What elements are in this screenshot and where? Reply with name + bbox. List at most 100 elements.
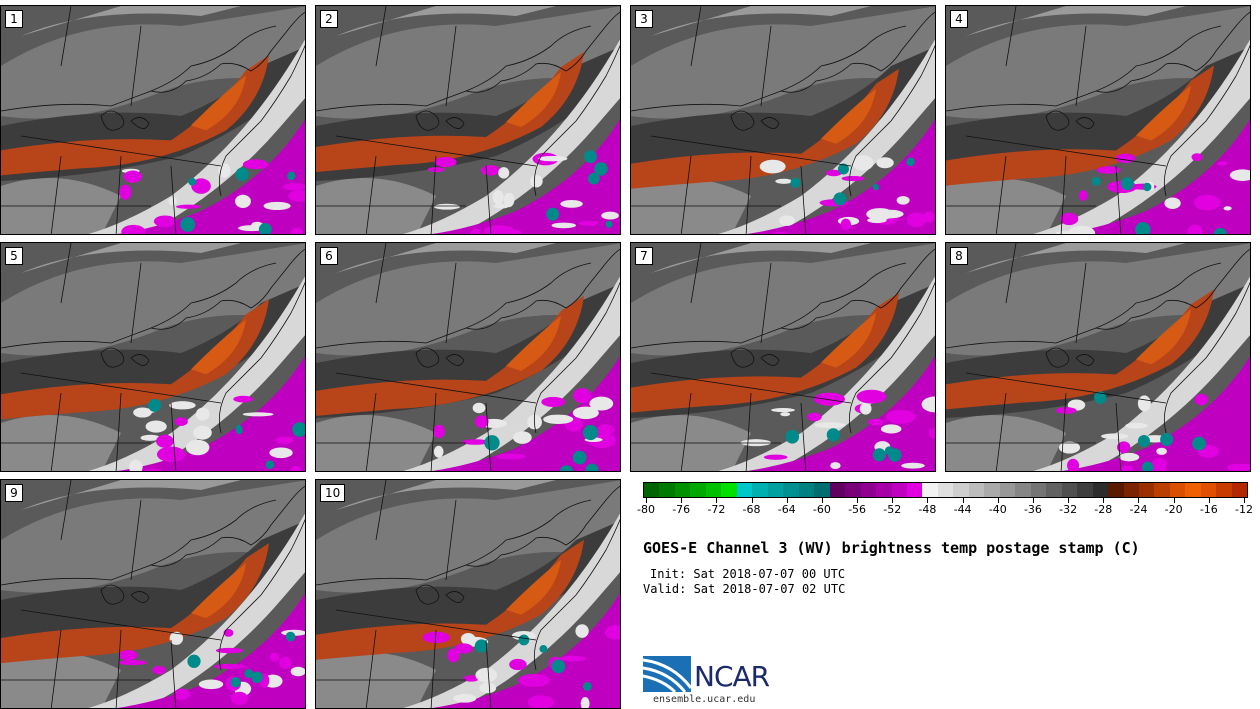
colorbar-cell [1231, 483, 1248, 497]
colorbar-cell [644, 483, 660, 497]
panel-number: 3 [635, 10, 653, 28]
colorbar-cell [705, 483, 722, 497]
colorbar-cell [1185, 483, 1201, 497]
colorbar-tick [786, 498, 788, 503]
water-vapor-map [946, 243, 1250, 471]
water-vapor-map [316, 480, 620, 708]
colorbar-cell [1077, 483, 1093, 497]
panel-number: 8 [950, 247, 968, 265]
colorbar-tick-label: -44 [953, 503, 972, 516]
colorbar-cell [845, 483, 861, 497]
water-vapor-map [631, 6, 935, 234]
colorbar-tick [1103, 498, 1105, 503]
panel-number: 9 [5, 484, 23, 502]
colorbar-tick-label: -52 [883, 503, 902, 516]
water-vapor-map [1, 6, 305, 234]
colorbar-tick-label: -40 [988, 503, 1007, 516]
colorbar-cell [814, 483, 830, 497]
map-panel-8: 8 [945, 242, 1251, 472]
colorbar-tick [857, 498, 859, 503]
colorbar-tick [716, 498, 718, 503]
colorbar-cell [829, 483, 846, 497]
colorbar-tick [1138, 498, 1140, 503]
colorbar-cell [953, 483, 969, 497]
map-panel-10: 10 [315, 479, 621, 709]
colorbar-cell [659, 483, 675, 497]
colorbar-cell [999, 483, 1016, 497]
colorbar-tick [892, 498, 894, 503]
colorbar-tick [681, 498, 683, 503]
colorbar-cell [1200, 483, 1217, 497]
colorbar-cell [1015, 483, 1031, 497]
logo-wordmark: NCAR [694, 660, 770, 693]
colorbar-cell [891, 483, 907, 497]
colorbar-tick-label: -12 [1235, 503, 1253, 516]
colorbar-tick [646, 498, 647, 503]
colorbar-cell [674, 483, 691, 497]
colorbar-cell [690, 483, 706, 497]
map-panel-2: 2 [315, 5, 621, 235]
colorbar-tick [1068, 498, 1070, 503]
colorbar-tick-label: -64 [777, 503, 796, 516]
valid-time: Valid: Sat 2018-07-07 02 UTC [643, 582, 846, 596]
colorbar-cell [1154, 483, 1170, 497]
colorbar-cell [906, 483, 923, 497]
colorbar-tick-label: -48 [918, 503, 937, 516]
colorbar-tick [1208, 498, 1210, 503]
map-panel-9: 9 [0, 479, 306, 709]
colorbar-cell [968, 483, 985, 497]
colorbar-cell [1030, 483, 1047, 497]
colorbar-tick-label: -20 [1164, 503, 1183, 516]
colorbar-cell [721, 483, 737, 497]
map-panel-3: 3 [630, 5, 936, 235]
colorbar-tick-label: -68 [742, 503, 761, 516]
colorbar-cell [767, 483, 784, 497]
map-panel-4: 4 [945, 5, 1251, 235]
ncar-logo-icon [643, 656, 693, 694]
colorbar-tick [1244, 498, 1245, 503]
panel-number: 7 [635, 247, 653, 265]
colorbar-tick-label: -56 [848, 503, 867, 516]
colorbar-tick [751, 498, 753, 503]
colorbar-cell [1061, 483, 1078, 497]
colorbar-cell [860, 483, 877, 497]
colorbar-tick [1173, 498, 1175, 503]
figure-title: GOES-E Channel 3 (WV) brightness temp po… [643, 539, 1140, 557]
colorbar-tick-label: -80 [637, 503, 655, 516]
panel-number: 5 [5, 247, 23, 265]
colorbar-cell [783, 483, 799, 497]
colorbar-cell [1092, 483, 1109, 497]
colorbar-cell [937, 483, 954, 497]
colorbar-tick-label: -60 [812, 503, 831, 516]
colorbar-tick [821, 498, 823, 503]
panel-number: 6 [320, 247, 338, 265]
colorbar-tick-label: -28 [1094, 503, 1113, 516]
water-vapor-map [631, 243, 935, 471]
water-vapor-map [1, 480, 305, 708]
colorbar-cell [1123, 483, 1139, 497]
colorbar-tick [1032, 498, 1034, 503]
panel-number: 1 [5, 10, 23, 28]
colorbar-tick [962, 498, 964, 503]
map-panel-7: 7 [630, 242, 936, 472]
colorbar-cell [1108, 483, 1124, 497]
colorbar-cell [984, 483, 1000, 497]
map-panel-6: 6 [315, 242, 621, 472]
colorbar-cell [1139, 483, 1155, 497]
colorbar-tick-label: -76 [672, 503, 691, 516]
init-time: Init: Sat 2018-07-07 00 UTC [650, 567, 846, 581]
colorbar-cell [798, 483, 815, 497]
colorbar-tick-label: -36 [1023, 503, 1042, 516]
panel-number: 4 [950, 10, 968, 28]
water-vapor-map [1, 243, 305, 471]
colorbar-cell [1046, 483, 1062, 497]
colorbar-tick-label: -32 [1059, 503, 1078, 516]
water-vapor-map [316, 243, 620, 471]
colorbar-cell [736, 483, 753, 497]
panel-number: 10 [320, 484, 346, 502]
colorbar [643, 482, 1248, 498]
water-vapor-map [946, 6, 1250, 234]
map-panel-1: 1 [0, 5, 306, 235]
colorbar-tick [927, 498, 929, 503]
colorbar-tick [997, 498, 999, 503]
